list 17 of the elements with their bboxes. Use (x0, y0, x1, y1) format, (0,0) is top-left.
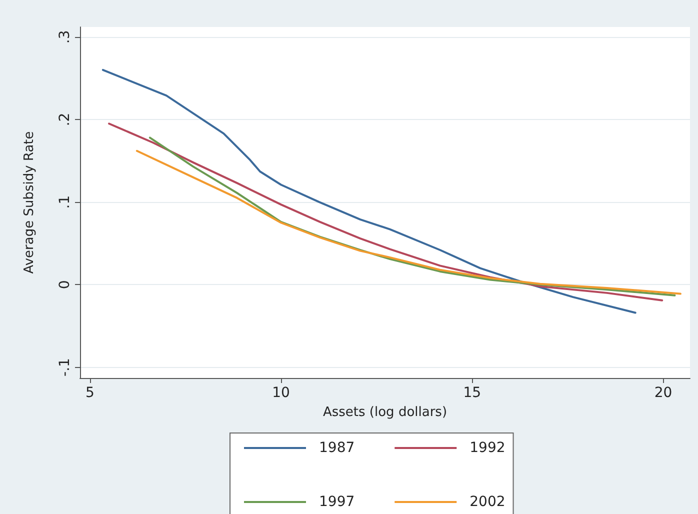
legend-label: 2002 (470, 494, 506, 510)
y-axis-title: Average Subsidy Rate (22, 131, 37, 274)
legend-label: 1997 (319, 494, 355, 510)
x-tick-label: 15 (463, 385, 482, 401)
y-tick-label: .2 (57, 112, 73, 126)
y-tick-label: .3 (57, 30, 73, 44)
x-tick-label: 20 (654, 385, 672, 401)
y-tick-label: -.1 (57, 358, 73, 376)
y-tick-label: 0 (57, 280, 73, 290)
x-tick-label: 10 (272, 385, 290, 401)
y-tick-label: .1 (57, 195, 73, 209)
x-axis-title: Assets (log dollars) (322, 405, 448, 420)
line-series (108, 122, 664, 302)
legend-label: 1987 (319, 440, 355, 456)
line-series (102, 68, 636, 314)
x-tick-label: 5 (85, 385, 94, 401)
legend-label: 1992 (470, 440, 506, 456)
